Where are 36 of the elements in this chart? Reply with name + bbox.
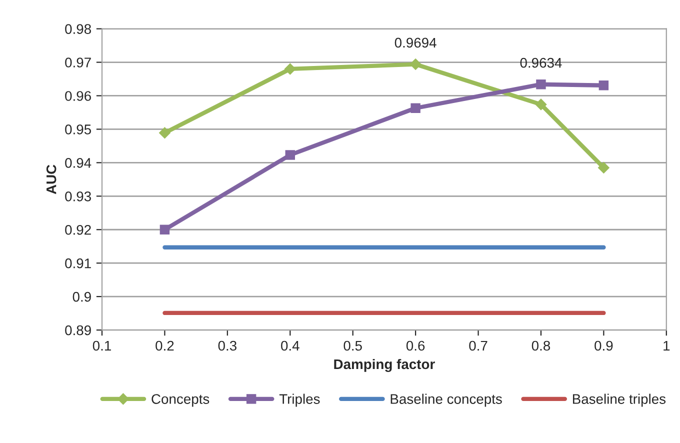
y-tick-label: 0.92 xyxy=(65,224,91,235)
y-tick-label: 0.98 xyxy=(65,24,91,34)
y-tick-label: 0.96 xyxy=(65,91,91,101)
point xyxy=(536,79,546,90)
annotation: 0.9634 xyxy=(520,58,562,68)
y-tick-label: 0.9 xyxy=(72,292,91,302)
x-tick-label: 0.4 xyxy=(281,340,300,351)
y-tick-label: 0.97 xyxy=(65,58,91,68)
point xyxy=(158,127,171,139)
x-axis-title: Damping factor xyxy=(334,358,435,372)
y-tick-label: 0.95 xyxy=(65,124,92,134)
y-tick-label: 0.94 xyxy=(65,158,92,168)
legend-label: Triples xyxy=(279,394,320,407)
x-tick-label: 0.5 xyxy=(344,340,362,351)
x-tick-label: 0.7 xyxy=(469,340,488,351)
x-tick-label: 0.6 xyxy=(406,340,425,351)
x-tick-label: 1 xyxy=(664,340,670,351)
x-tick-label: 0.2 xyxy=(156,340,174,351)
point xyxy=(410,103,420,113)
x-tick-label: 0.8 xyxy=(532,340,550,351)
legend-label: Baseline triples xyxy=(572,394,666,407)
legend-label: Concepts xyxy=(152,394,210,407)
y-tick-label: 0.89 xyxy=(65,325,91,336)
point xyxy=(598,80,609,90)
y-tick-label: 0.93 xyxy=(65,191,91,202)
x-tick-label: 0.3 xyxy=(218,340,236,351)
x-tick-label: 0.1 xyxy=(92,340,111,351)
y-axis-title: AUC xyxy=(46,164,56,194)
legend-label: Baseline concepts xyxy=(390,394,502,407)
point xyxy=(160,224,170,234)
annotation: 0.9694 xyxy=(394,38,436,48)
point xyxy=(535,98,547,110)
point xyxy=(285,150,295,160)
point xyxy=(598,162,610,174)
y-tick-label: 0.91 xyxy=(65,258,91,268)
x-tick-label: 0.9 xyxy=(594,340,613,351)
